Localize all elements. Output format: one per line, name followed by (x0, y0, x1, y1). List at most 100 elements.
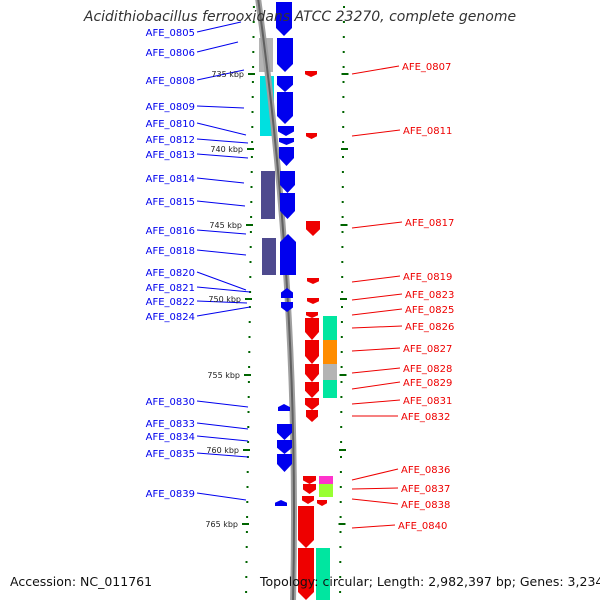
reverse-gene-label: AFE_0831 (403, 396, 452, 407)
forward-gene-label: AFE_0805 (146, 28, 195, 39)
kbp-tick-left (245, 298, 252, 300)
tick-dot (246, 516, 249, 518)
kbp-tick-right (339, 374, 347, 376)
kbp-tick-left (243, 449, 250, 451)
label-line-layer (196, 21, 403, 529)
label-connector (196, 21, 242, 33)
tick-dot (341, 291, 344, 293)
reverse-gene-label: AFE_0823 (405, 290, 454, 301)
kbp-tick-right (338, 523, 346, 525)
reverse-gene-arrow (307, 278, 319, 284)
label-connector (351, 399, 401, 405)
label-connector (196, 400, 249, 408)
forward-gene-arrow (277, 92, 293, 124)
kbp-tick-left (244, 374, 251, 376)
kbp-label: 745 kbp (209, 221, 242, 230)
label-connector (351, 524, 396, 529)
tick-dot (339, 486, 342, 488)
forward-gene-arrow (281, 288, 293, 298)
forward-gene-label: AFE_0808 (146, 76, 195, 87)
tick-dot (245, 561, 248, 563)
label-connector (196, 41, 239, 53)
reverse-gene-label: AFE_0838 (401, 500, 450, 511)
forward-gene-label: AFE_0835 (146, 449, 195, 460)
tick-dot (342, 96, 345, 98)
tick-dot (245, 546, 248, 548)
tick-dot (339, 576, 342, 578)
label-connector (196, 271, 247, 291)
reverse-gene-label: AFE_0828 (403, 364, 452, 375)
tick-dot (341, 201, 344, 203)
forward-gene-arrow (277, 38, 293, 72)
reverse-gene-arrow (305, 71, 317, 77)
accession-label: Accession: NC_011761 (10, 574, 153, 589)
cog-block (323, 316, 337, 340)
forward-gene-label: AFE_0818 (146, 246, 195, 257)
tick-dot (340, 396, 343, 398)
reverse-gene-arrow (305, 364, 319, 382)
cog-block (319, 484, 333, 497)
tick-dot (249, 276, 252, 278)
forward-gene-arrow (279, 138, 294, 145)
reverse-gene-label: AFE_0829 (403, 378, 452, 389)
forward-gene-label: AFE_0815 (146, 197, 195, 208)
forward-gene-arrow (281, 302, 293, 312)
label-connector (196, 249, 247, 256)
tick-dot (340, 321, 343, 323)
tick-dot (249, 231, 252, 233)
forward-gene-label: AFE_0821 (146, 283, 195, 294)
reverse-gene-label: AFE_0807 (402, 62, 451, 73)
reverse-gene-label: AFE_0827 (403, 344, 452, 355)
reverse-gene-arrow (303, 484, 316, 494)
label-connector (351, 487, 399, 490)
tick-dot (342, 126, 345, 128)
tick-dot (342, 21, 345, 23)
forward-gene-label: AFE_0820 (146, 268, 195, 279)
forward-gene-label: AFE_0834 (146, 432, 195, 443)
forward-gene-arrow (280, 193, 295, 219)
label-connector (196, 153, 249, 159)
reverse-gene-arrow (302, 496, 314, 504)
label-connector (351, 293, 403, 301)
reverse-gene-label: AFE_0819 (403, 272, 452, 283)
kbp-tick-right (339, 449, 346, 451)
forward-gene-arrow (277, 424, 292, 440)
tick-dot (247, 426, 250, 428)
label-connector (196, 492, 247, 501)
tick-dot (250, 156, 253, 158)
tick-dot (251, 126, 254, 128)
tick-dot (249, 261, 252, 263)
map-title: Acidithiobacillus ferrooxidans ATCC 2327… (83, 9, 517, 25)
tick-dot (248, 336, 251, 338)
kbp-tick-right (341, 148, 348, 150)
label-connector (196, 422, 249, 430)
tick-dot (341, 306, 343, 308)
reverse-gene-arrow (306, 221, 320, 236)
tick-dot (339, 591, 342, 593)
forward-gene-label: AFE_0830 (146, 397, 195, 408)
tick-dot (339, 546, 342, 548)
tick-dot (341, 276, 344, 278)
label-connector (196, 435, 249, 442)
forward-gene-label: AFE_0822 (146, 297, 195, 308)
forward-gene-label: AFE_0816 (146, 226, 195, 237)
reverse-gene-arrow (305, 318, 319, 340)
forward-gene-label: AFE_0813 (146, 150, 195, 161)
tick-dot (247, 411, 250, 413)
forward-gene-label: AFE_0833 (146, 419, 195, 430)
kbp-label: 750 kbp (208, 295, 241, 304)
tick-dot (248, 366, 251, 368)
label-connector (196, 122, 247, 136)
reverse-gene-label: AFE_0840 (398, 521, 447, 532)
reverse-gene-arrow (306, 312, 318, 318)
tick-dot (339, 471, 342, 473)
label-connector (196, 452, 249, 458)
forward-gene-arrow (277, 454, 292, 472)
kbp-label: 740 kbp (210, 145, 243, 154)
tick-dot (250, 201, 253, 203)
cog-block (262, 238, 276, 275)
label-connector (196, 177, 245, 184)
tick-dot (340, 411, 343, 413)
forward-gene-label: AFE_0824 (146, 312, 195, 323)
